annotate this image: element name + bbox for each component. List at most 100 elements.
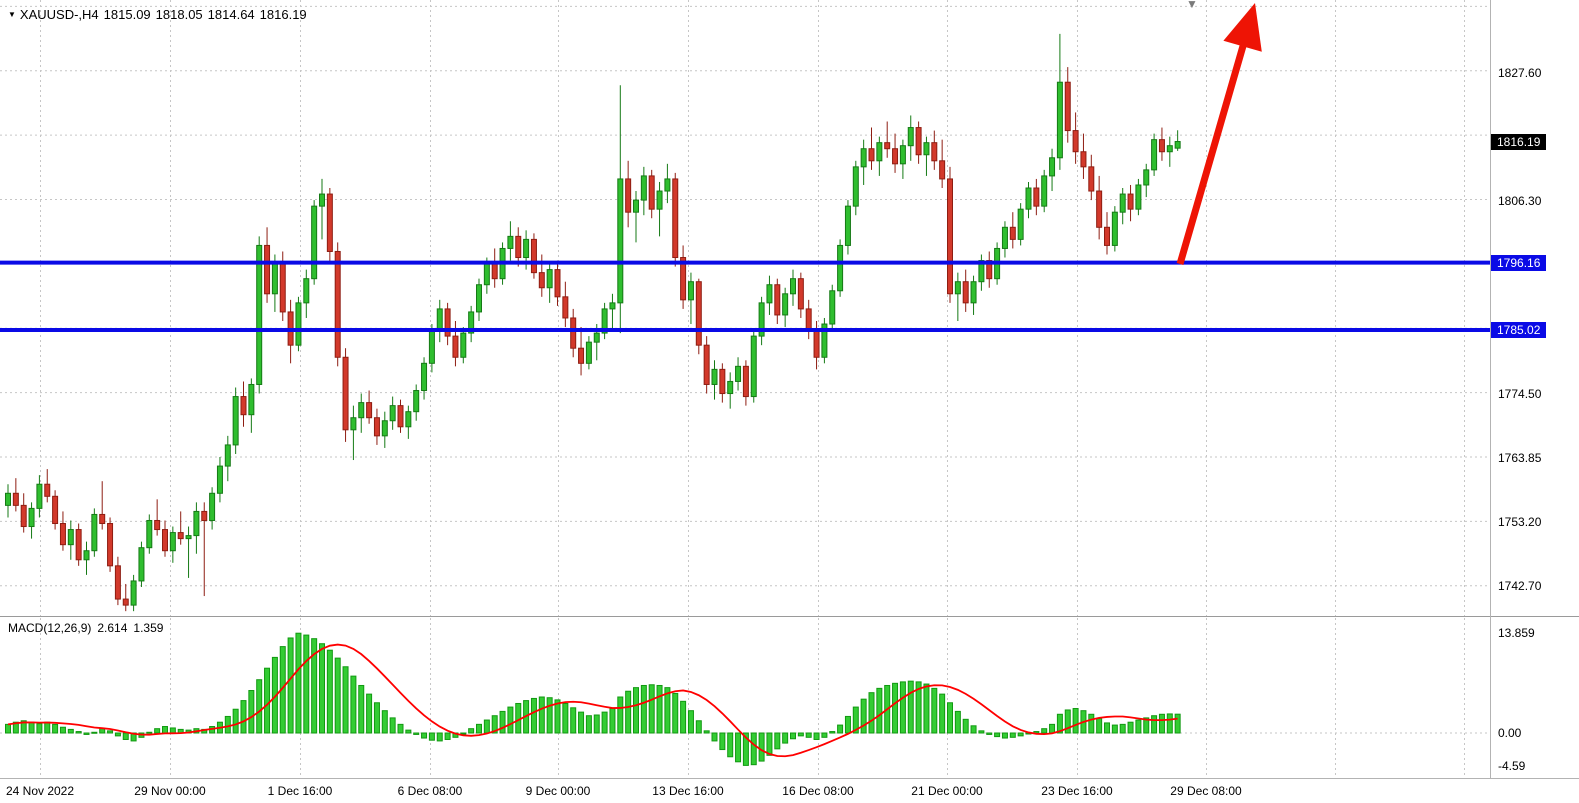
macd-histogram-bar (750, 732, 757, 766)
macd-histogram-bar (248, 690, 255, 734)
macd-histogram-bar (962, 718, 969, 734)
macd-histogram-bar (593, 714, 600, 734)
macd-histogram-bar (719, 732, 726, 751)
trend-arrow-head[interactable] (1223, 3, 1262, 52)
candle-bearish (1158, 139, 1165, 153)
chart-shift-marker-icon[interactable]: ▼ (1186, 0, 1198, 11)
candle-bullish (1111, 211, 1118, 246)
macd-histogram-bar (758, 732, 765, 762)
level-price-badge: 1796.16 (1491, 254, 1547, 271)
candle-bearish (986, 260, 993, 280)
candle-bearish (99, 513, 106, 525)
macd-histogram-bar (389, 717, 396, 734)
candle-bullish (248, 383, 255, 416)
candle-bearish (703, 344, 710, 385)
candle-bullish (460, 332, 467, 358)
candle-bullish (319, 193, 325, 207)
candle-bullish (1174, 141, 1181, 149)
macd-histogram-bar (52, 723, 59, 734)
candle-bearish (805, 308, 812, 331)
time-tick-label: 9 Dec 00:00 (525, 784, 591, 798)
macd-histogram-bar (256, 679, 263, 734)
candle-bearish (947, 178, 953, 295)
macd-histogram-bar (578, 711, 585, 734)
candle-bullish (954, 281, 961, 295)
candle-bearish (279, 263, 286, 313)
price-chart-canvas[interactable] (0, 0, 1490, 616)
macd-histogram-bar (978, 730, 985, 734)
macd-tick-label: 13.859 (1498, 626, 1535, 641)
candle-bullish (216, 465, 223, 494)
macd-histogram-bar (711, 732, 718, 742)
macd-histogram-bar (169, 727, 176, 734)
candle-bearish (695, 281, 702, 346)
candle-bearish (1033, 187, 1040, 207)
candle-bearish (154, 519, 161, 531)
candle-bearish (491, 263, 498, 280)
macd-histogram-bar (994, 732, 1001, 738)
macd-histogram-bar (656, 684, 663, 734)
macd-histogram-bar (852, 706, 859, 734)
candle-bullish (350, 417, 357, 431)
candle-bearish (939, 160, 946, 180)
macd-histogram-bar (311, 638, 318, 734)
candle-bearish (797, 278, 804, 310)
candle-bearish (342, 356, 349, 431)
symbol-dropdown-icon[interactable]: ▼ (8, 10, 16, 19)
candle-bullish (5, 492, 11, 506)
macd-histogram-bar (350, 675, 357, 734)
candle-bearish (892, 148, 899, 165)
ohlc-close: 1816.19 (259, 7, 307, 22)
macd-histogram-bar (444, 732, 451, 740)
macd-histogram-bar (107, 730, 114, 734)
candle-bullish (468, 311, 475, 334)
price-axis[interactable]: 1827.60 1806.30 1774.50 1763.85 1753.20 1742.… (1490, 0, 1579, 778)
candle-bullish (837, 244, 844, 292)
candle-bullish (1143, 169, 1150, 186)
macd-histogram-bar (970, 725, 977, 734)
macd-histogram-bar (664, 687, 671, 734)
candle-bearish (12, 492, 19, 506)
macd-histogram-bar (585, 715, 592, 734)
candle-bearish (201, 510, 208, 521)
macd-histogram-bar (742, 732, 749, 766)
macd-histogram-bar (570, 707, 577, 734)
macd-histogram-bar (915, 681, 922, 734)
macd-histogram-bar (1151, 715, 1158, 734)
candle-bearish (538, 272, 545, 289)
macd-histogram-bar (899, 681, 906, 734)
candle-bullish (232, 396, 239, 446)
macd-histogram-bar (413, 732, 420, 735)
ohlc-high: 1818.05 (155, 7, 203, 22)
macd-histogram-bar (162, 726, 168, 734)
macd-histogram-bar (844, 715, 851, 734)
time-tick-label: 16 Dec 08:00 (782, 784, 854, 798)
macd-panel-canvas[interactable] (0, 616, 1579, 778)
candle-bullish (83, 550, 90, 561)
candle-bullish (389, 405, 396, 422)
candle-bullish (1135, 184, 1142, 210)
macd-histogram-bar (287, 637, 294, 734)
macd-histogram-bar (892, 682, 899, 734)
time-tick-label: 1 Dec 16:00 (267, 784, 333, 798)
macd-histogram-bar (1009, 732, 1016, 738)
ohlc-open: 1815.09 (103, 7, 151, 22)
candle-bullish (381, 420, 388, 437)
macd-histogram-bar (939, 693, 946, 734)
macd-histogram-bar (1096, 718, 1103, 734)
time-tick-label: 6 Dec 08:00 (397, 784, 463, 798)
time-tick-label: 24 Nov 2022 (5, 784, 75, 798)
macd-histogram-bar (319, 643, 325, 734)
candle-bearish (719, 368, 726, 395)
macd-histogram-bar (805, 732, 812, 738)
macd-histogram-bar (1143, 717, 1150, 734)
macd-histogram-bar (625, 690, 632, 734)
macd-histogram-bar (295, 632, 302, 734)
time-axis[interactable]: 24 Nov 2022 29 Nov 00:00 1 Dec 16:00 6 Dec … (0, 778, 1579, 803)
candle-bullish (36, 483, 43, 509)
candle-bearish (1096, 190, 1103, 228)
candle-bearish (366, 402, 373, 419)
candle-bearish (962, 281, 969, 304)
macd-histogram-bar (609, 708, 616, 734)
trend-arrow-shaft[interactable] (1176, 45, 1247, 265)
